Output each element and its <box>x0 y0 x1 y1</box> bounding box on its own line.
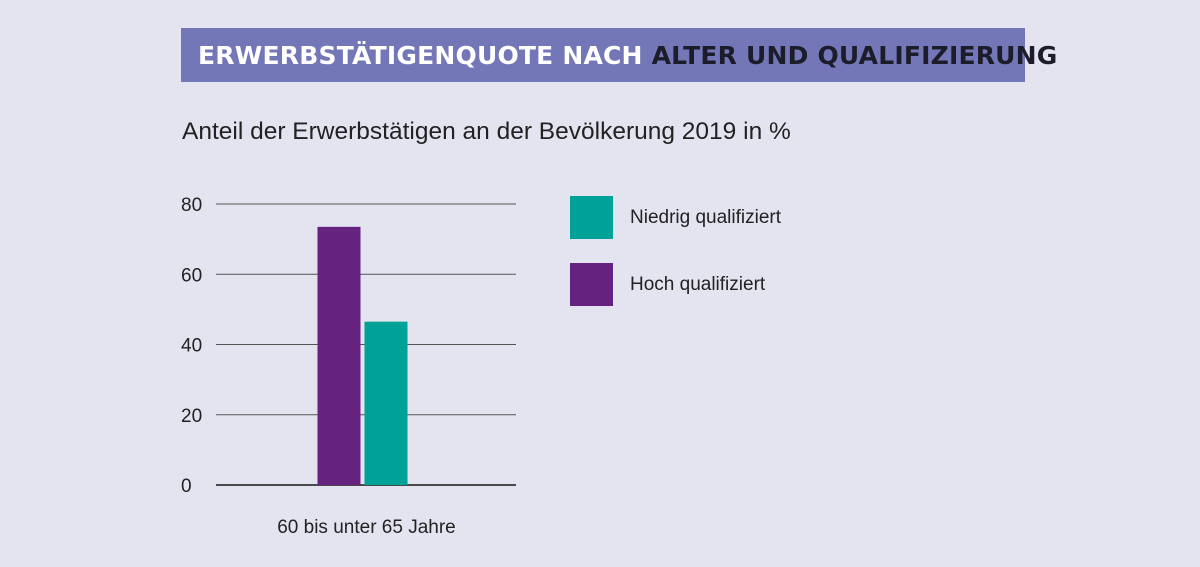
y-tick-label: 0 <box>181 476 192 497</box>
y-tick-label: 40 <box>181 336 202 357</box>
chart-subtitle: Anteil der Erwerbstätigen an der Bevölke… <box>182 118 791 145</box>
y-tick-label: 60 <box>181 265 202 286</box>
legend-label-niedrig: Niedrig qualifiziert <box>630 206 782 228</box>
bar-hoch-qualifiziert <box>317 226 361 486</box>
y-tick-label: 80 <box>181 195 202 216</box>
x-category-label: 60 bis unter 65 Jahre <box>277 517 456 538</box>
legend-swatch-niedrig <box>570 196 613 239</box>
legend-item-niedrig: Niedrig qualifiziert <box>570 196 781 239</box>
legend-swatch-hoch <box>570 263 613 306</box>
legend-label-hoch: Hoch qualifiziert <box>630 273 766 295</box>
y-tick-label: 20 <box>181 406 202 427</box>
legend-item-hoch: Hoch qualifiziert <box>570 263 765 306</box>
bar-niedrig-qualifiziert <box>364 321 408 485</box>
title-banner: ERWERBSTÄTIGENQUOTE NACH ALTER UND QUALI… <box>181 28 1057 82</box>
title-part-2: ALTER UND QUALIFIZIERUNG <box>651 40 1058 70</box>
title-part-1: ERWERBSTÄTIGENQUOTE NACH <box>198 40 643 70</box>
